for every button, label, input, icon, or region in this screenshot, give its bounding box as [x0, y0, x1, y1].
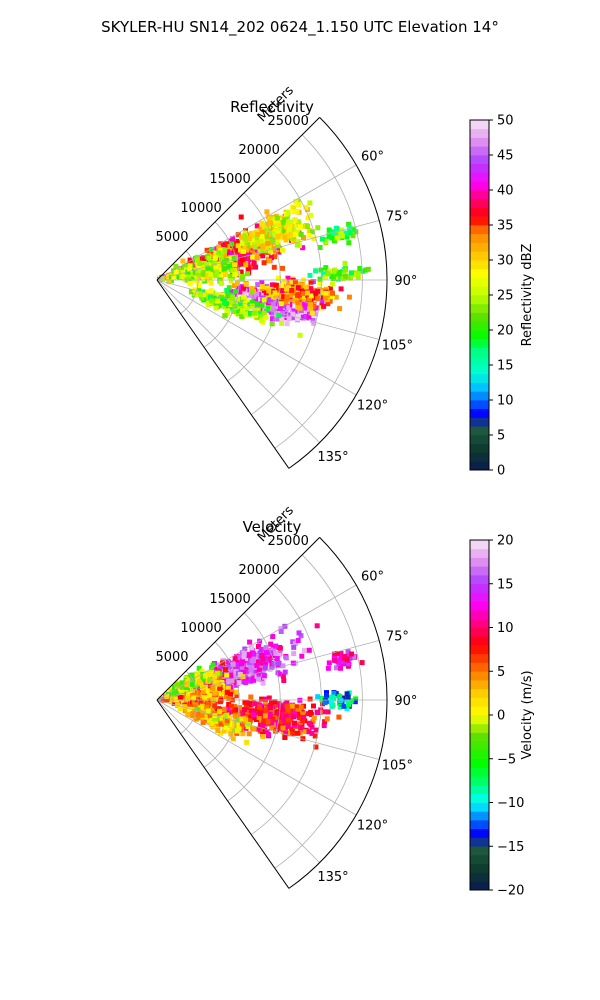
radial-tick-label: 15000 [209, 172, 250, 187]
colorbar-tick-label: 15 [497, 359, 514, 374]
azimuth-tick-label: 135° [317, 870, 348, 885]
colorbar-tick-label: −10 [497, 796, 524, 811]
sector-outer-arc [288, 537, 388, 889]
range-ring [251, 583, 322, 835]
azimuth-tick-label: 120° [357, 818, 388, 833]
colorbar-tick-label: 15 [497, 577, 514, 592]
radial-tick-label: 25000 [268, 114, 309, 129]
range-ring [227, 612, 281, 802]
range-ring [203, 221, 240, 348]
range-ring [227, 192, 281, 382]
colorbar-tick-label: −15 [497, 840, 524, 855]
reflectivity-panel: Reflectivity60°75°90°105°120°135°5000100… [155, 83, 535, 478]
colorbar-tick-label: 20 [497, 534, 514, 549]
colorbar: 0 5 10 15 20 25 30 35 40 45 50 Reflectivity dBZ [469, 114, 535, 479]
range-ring [180, 670, 199, 734]
azimuth-spoke [156, 699, 357, 816]
azimuth-tick-label: 105° [382, 758, 413, 773]
azimuth-spoke [156, 584, 357, 701]
colorbar-tick-label: 5 [497, 665, 505, 680]
azimuth-tick-label: 75° [386, 630, 409, 645]
radial-tick-label: 10000 [180, 201, 221, 216]
azimuth-tick-label: 120° [357, 398, 388, 413]
velocity-panel: Velocity 60° 75° 90° 105° 120° 135° 5000 10000 15… [155, 503, 535, 898]
colorbar: −20 −15 −10 −5 0 5 10 15 20 Velocity (m/s) [469, 534, 535, 899]
azimuth-spoke [156, 164, 357, 281]
colorbar-tick-label: 40 [497, 184, 514, 199]
radial-tick-label: 25000 [268, 534, 309, 549]
azimuth-tick-label: 75° [386, 210, 409, 225]
azimuth-spoke [156, 699, 320, 863]
azimuth-tick-label: 135° [317, 450, 348, 465]
range-ring [251, 163, 322, 415]
radial-tick-label: 5000 [155, 230, 188, 245]
colorbar-tick-label: 10 [497, 394, 514, 409]
colorbar-tick-label: 5 [497, 429, 505, 444]
azimuth-spoke [156, 220, 380, 281]
azimuth-tick-label: 60° [361, 150, 384, 165]
panel-title: Reflectivity [230, 98, 314, 116]
range-ring [274, 554, 363, 869]
radial-tick-label: 20000 [239, 143, 280, 158]
azimuth-spoke [156, 640, 380, 701]
colorbar-tick-label: 45 [497, 149, 514, 164]
range-ring [274, 134, 363, 449]
colorbar-tick-label: 20 [497, 324, 514, 339]
sector-edge [156, 279, 290, 469]
range-ring [203, 641, 240, 768]
colorbar-tick-label: 0 [497, 709, 505, 724]
radial-tick-label: 5000 [155, 650, 188, 665]
figure-suptitle: SKYLER-HU SN14_202 0624_1.150 UTC Elevat… [101, 18, 499, 37]
azimuth-spoke [156, 279, 357, 396]
sector-outer-arc [288, 117, 388, 469]
radial-tick-label: 20000 [239, 563, 280, 578]
colorbar-tick-label: 25 [497, 289, 514, 304]
azimuth-tick-label: 105° [382, 338, 413, 353]
colorbar-tick-label: 50 [497, 114, 514, 129]
sector-edge [156, 537, 320, 701]
colorbar-tick-label: 30 [497, 254, 514, 269]
sector-edge [156, 699, 290, 889]
azimuth-spoke [156, 699, 380, 760]
colorbar-label: Reflectivity dBZ [520, 244, 535, 347]
colorbar-tick-label: 0 [497, 464, 505, 479]
colorbar-tick-label: −20 [497, 884, 524, 899]
panel-title: Velocity [243, 518, 302, 536]
colorbar-label: Velocity (m/s) [520, 670, 535, 759]
azimuth-tick-label: 90° [394, 694, 417, 709]
azimuth-spoke [156, 279, 380, 340]
colorbar-tick-label: −5 [497, 752, 516, 767]
radial-tick-label: 10000 [180, 621, 221, 636]
colorbar-tick-label: 10 [497, 621, 514, 636]
azimuth-tick-label: 90° [394, 274, 417, 289]
radar-echoes [158, 623, 365, 750]
colorbar-tick-label: 35 [497, 219, 514, 234]
azimuth-tick-label: 60° [361, 570, 384, 585]
sector-edge [156, 117, 320, 281]
radial-tick-label: 15000 [209, 592, 250, 607]
azimuth-spoke [156, 279, 320, 443]
range-ring [180, 250, 199, 314]
